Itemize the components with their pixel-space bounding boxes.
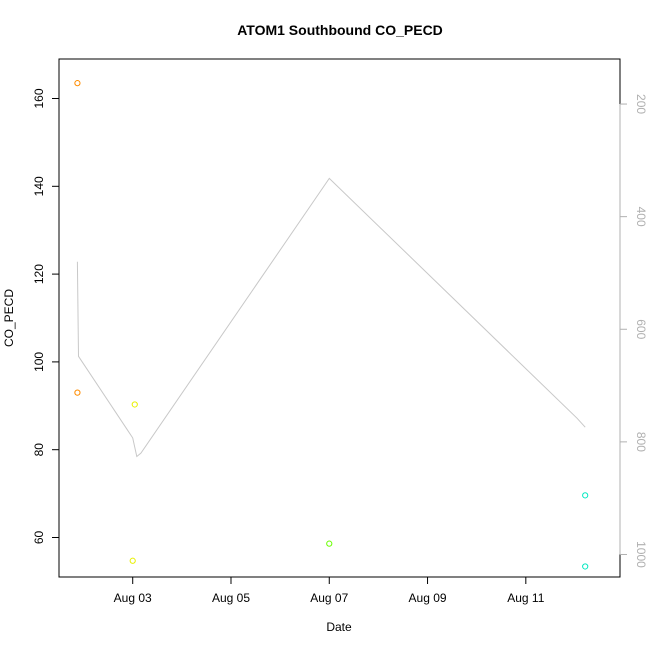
y2-tick-label: 1000 — [634, 541, 648, 568]
y2-tick-label: 800 — [634, 432, 648, 452]
y2-tick-label: 400 — [634, 207, 648, 227]
y-tick-label: 120 — [32, 264, 46, 284]
y2-tick-label: 200 — [634, 94, 648, 114]
x-axis: Aug 03 Aug 05 Aug 07 Aug 09 Aug 11 — [114, 576, 545, 605]
plot-area — [58, 58, 621, 578]
x-tick-label: Aug 05 — [212, 591, 250, 605]
y-axis: 60 80 100 120 140 160 — [32, 88, 60, 544]
y-tick-label: 100 — [32, 352, 46, 372]
y2-tick-label: 600 — [634, 319, 648, 339]
data-point — [326, 540, 333, 547]
y-tick-label: 60 — [32, 530, 46, 544]
series-line — [76, 177, 586, 458]
y-tick-label: 160 — [32, 88, 46, 108]
data-point — [74, 80, 81, 87]
data-point — [74, 389, 81, 396]
y-tick-label: 80 — [32, 443, 46, 457]
data-point — [129, 557, 136, 564]
y2-axis: 200 400 600 800 1000 — [619, 94, 648, 568]
x-tick-label: Aug 03 — [114, 591, 152, 605]
x-tick-label: Aug 09 — [409, 591, 447, 605]
x-axis-label: Date — [326, 620, 352, 634]
x-tick-label: Aug 07 — [310, 591, 348, 605]
x-tick-label: Aug 11 — [507, 591, 544, 605]
data-point — [582, 563, 589, 570]
data-point — [131, 401, 138, 408]
chart-title: ATOM1 Southbound CO_PECD — [237, 22, 443, 38]
y-axis-label: CO_PECD — [2, 289, 16, 347]
scatter-points — [74, 80, 589, 570]
data-point — [582, 492, 589, 499]
line-series — [76, 177, 586, 458]
y-tick-label: 140 — [32, 176, 46, 196]
